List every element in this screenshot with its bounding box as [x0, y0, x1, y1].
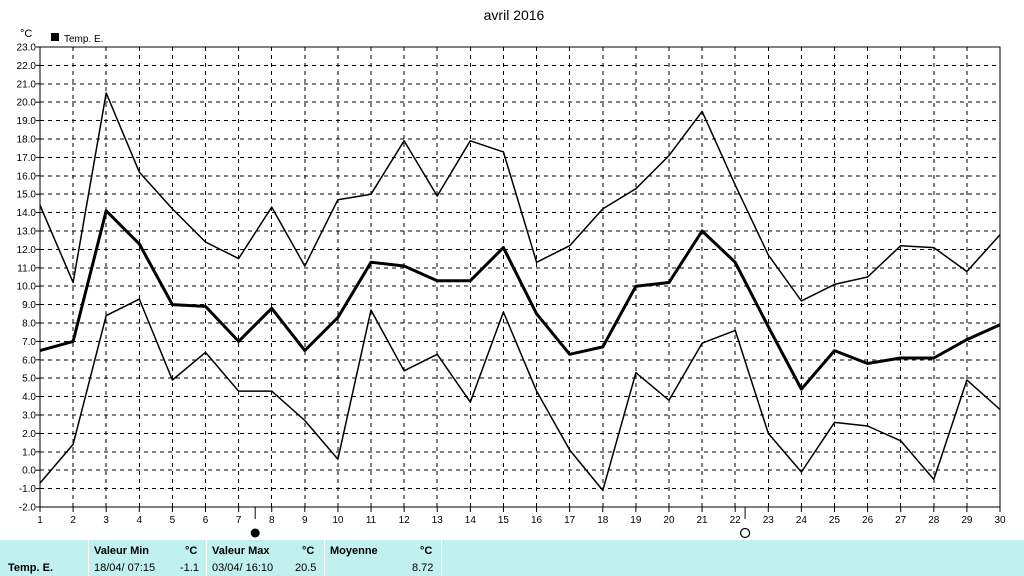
y-tick-label: 9.0 — [22, 300, 36, 311]
max-header: Valeur Max — [212, 545, 270, 557]
y-tick-label: 14.0 — [17, 208, 37, 219]
x-tick-label: 23 — [763, 515, 775, 526]
x-tick-label: 30 — [994, 515, 1006, 526]
y-tick-label: 23.0 — [17, 43, 37, 54]
y-tick-label: 1.0 — [22, 447, 36, 458]
y-tick-label: 0.0 — [22, 466, 36, 477]
max-value: 20.5 — [295, 562, 317, 574]
x-tick-label: 16 — [531, 515, 543, 526]
x-tick-label: 8 — [269, 515, 275, 526]
x-axis: 1 2 3 4 5 6 7 8 9 10 11 12 13 14 15 16 17 18 19 20 21 22 23 24 2… — [37, 507, 1006, 526]
y-tick-label: 5.0 — [22, 374, 36, 385]
y-tick-label: 11.0 — [17, 263, 36, 274]
x-tick-label: 4 — [137, 515, 143, 526]
y-tick-label: -1.0 — [19, 484, 37, 495]
x-tick-label: 26 — [862, 515, 874, 526]
x-tick-label: 24 — [796, 515, 808, 526]
y-tick-label: -2.0 — [19, 503, 37, 514]
x-tick-label: 29 — [961, 515, 973, 526]
x-tick-label: 17 — [564, 515, 576, 526]
x-tick-label: 1 — [37, 515, 43, 526]
min-unit: °C — [185, 545, 198, 557]
footer-separator — [206, 540, 207, 576]
y-tick-label: 17.0 — [17, 153, 37, 164]
x-tick-label: 9 — [302, 515, 308, 526]
y-tick-label: 18.0 — [17, 135, 37, 146]
max-unit: °C — [302, 545, 315, 557]
x-tick-label: 27 — [895, 515, 907, 526]
mean-header: Moyenne — [330, 545, 378, 557]
x-tick-label: 3 — [103, 515, 109, 526]
chart-title: avril 2016 — [484, 7, 545, 23]
y-tick-label: 19.0 — [17, 116, 37, 127]
x-tick-label: 25 — [829, 515, 841, 526]
x-tick-label: 18 — [597, 515, 609, 526]
x-tick-label: 10 — [332, 515, 344, 526]
footer-separator — [441, 540, 442, 576]
legend-swatch — [51, 33, 59, 41]
min-header: Valeur Min — [94, 545, 150, 557]
series-lines — [39, 92, 1001, 492]
x-tick-label: 7 — [236, 515, 242, 526]
y-tick-label: 8.0 — [22, 319, 36, 330]
y-axis: -2.0 -1.0 0.0 1.0 2.0 3.0 4.0 5.0 6.0 7.0 8.0 9.0 10… — [17, 43, 40, 514]
full-moon-icon — [250, 528, 260, 538]
y-tick-label: 22.0 — [17, 61, 37, 72]
legend-label: Temp. E. — [64, 34, 103, 45]
y-tick-label: 13.0 — [17, 227, 37, 238]
x-tick-label: 19 — [630, 515, 642, 526]
y-tick-label: 7.0 — [22, 337, 36, 348]
moon-phases — [250, 507, 751, 539]
y-tick-label: 2.0 — [22, 429, 36, 440]
x-tick-label: 6 — [203, 515, 209, 526]
x-tick-label: 2 — [70, 515, 76, 526]
y-tick-label: 12.0 — [17, 245, 37, 256]
y-tick-label: 10.0 — [17, 282, 37, 293]
footer-row-label: Temp. E. — [8, 562, 54, 574]
x-tick-label: 21 — [697, 515, 709, 526]
y-tick-label: 3.0 — [22, 411, 36, 422]
y-tick-label: 15.0 — [17, 190, 37, 201]
x-tick-label: 15 — [498, 515, 510, 526]
series-line-mean — [39, 209, 1001, 391]
footer-separator — [324, 540, 325, 576]
mean-value: 8.72 — [412, 562, 434, 574]
y-axis-unit: °C — [20, 28, 32, 40]
footer-separator — [88, 540, 89, 576]
series-line-min — [39, 298, 1001, 492]
statistics-footer: Temp. E. Valeur Min °C 18/04/ 07:15 -1.1… — [0, 540, 1024, 576]
new-moon-icon — [740, 527, 751, 539]
series-line-max — [39, 92, 1001, 302]
x-tick-label: 14 — [465, 515, 477, 526]
x-tick-label: 5 — [170, 515, 176, 526]
x-tick-label: 13 — [432, 515, 444, 526]
y-tick-label: 16.0 — [17, 171, 37, 182]
y-tick-label: 6.0 — [22, 355, 36, 366]
x-tick-label: 22 — [730, 515, 742, 526]
temperature-chart: avril 2016 °C Temp. E. -2.0 -1.0 0.0 1.0 2.0… — [17, 7, 1006, 539]
min-datetime: 18/04/ 07:15 — [94, 562, 156, 574]
grid — [40, 46, 1000, 508]
plot-area-border — [39, 46, 1001, 508]
x-tick-label: 20 — [663, 515, 675, 526]
x-tick-label: 28 — [928, 515, 940, 526]
max-datetime: 03/04/ 16:10 — [212, 562, 274, 574]
y-tick-label: 4.0 — [22, 392, 36, 403]
y-tick-label: 20.0 — [17, 98, 37, 109]
min-value: -1.1 — [180, 562, 199, 574]
x-tick-label: 12 — [399, 515, 411, 526]
mean-unit: °C — [420, 545, 433, 557]
x-tick-label: 11 — [366, 515, 377, 526]
y-tick-label: 21.0 — [17, 79, 37, 90]
